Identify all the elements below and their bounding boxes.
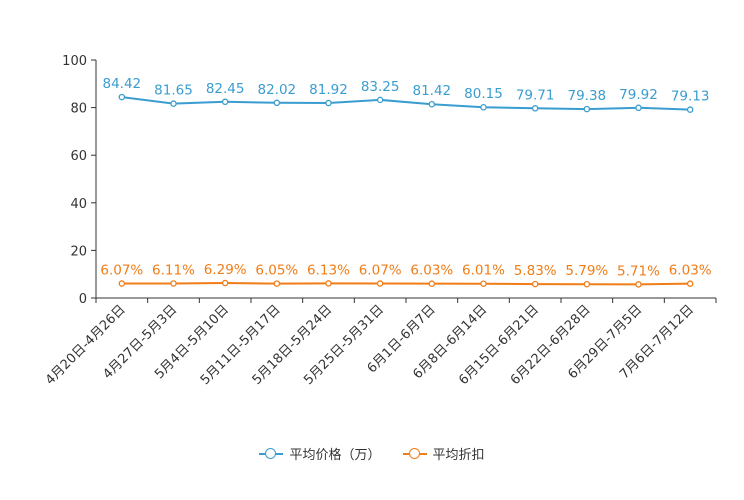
data-point xyxy=(531,280,539,288)
legend-price-marker xyxy=(259,447,284,460)
data-label: 82.02 xyxy=(258,82,297,98)
data-point xyxy=(376,280,384,287)
y-tick-label: 80 xyxy=(70,102,87,117)
data-label: 79.38 xyxy=(568,88,607,104)
data-point xyxy=(273,280,281,287)
data-point xyxy=(686,106,694,113)
legend-item-discount[interactable]: 平均折扣 xyxy=(402,444,485,463)
data-point xyxy=(170,280,177,287)
data-point xyxy=(583,105,591,113)
data-label: 81.65 xyxy=(154,83,193,99)
data-label: 81.42 xyxy=(413,83,452,99)
legend: 平均价格（万） 平均折扣 xyxy=(0,444,744,463)
data-point xyxy=(170,100,177,107)
data-label: 82.45 xyxy=(206,81,245,97)
data-label: 6.03% xyxy=(410,263,453,279)
data-point xyxy=(635,104,642,112)
data-point xyxy=(686,280,694,287)
y-tick-label: 40 xyxy=(70,197,87,212)
data-label: 79.13 xyxy=(671,89,710,105)
data-label: 6.07% xyxy=(359,263,402,279)
legend-price-label: 平均价格（万） xyxy=(289,448,381,463)
data-point xyxy=(428,100,436,108)
data-label: 81.92 xyxy=(309,82,348,98)
data-point xyxy=(221,98,229,106)
data-point xyxy=(635,281,642,288)
data-point xyxy=(118,280,126,287)
legend-item-price[interactable]: 平均价格（万） xyxy=(259,444,381,463)
data-point xyxy=(221,279,229,287)
data-point xyxy=(325,280,332,287)
data-point xyxy=(480,103,487,111)
data-point xyxy=(583,280,591,288)
legend-discount-label: 平均折扣 xyxy=(432,448,485,463)
y-tick-label: 60 xyxy=(70,149,87,164)
data-point xyxy=(480,280,487,287)
data-label: 5.71% xyxy=(617,263,660,279)
data-point xyxy=(531,105,539,112)
data-point xyxy=(118,93,126,101)
data-label: 79.71 xyxy=(516,87,555,103)
data-label: 6.11% xyxy=(152,262,195,278)
y-tick-label: 100 xyxy=(62,54,87,69)
data-label: 5.79% xyxy=(565,263,608,279)
data-label: 6.29% xyxy=(204,262,247,278)
data-label: 6.05% xyxy=(255,263,298,279)
series-line-1 xyxy=(121,282,691,286)
data-point xyxy=(325,99,332,107)
legend-discount-marker xyxy=(402,447,427,460)
series-line-0 xyxy=(121,96,691,111)
data-label: 80.15 xyxy=(464,86,503,102)
data-label: 79.92 xyxy=(619,87,658,103)
data-label: 6.03% xyxy=(669,263,712,279)
data-label: 5.83% xyxy=(514,263,557,279)
data-point xyxy=(273,99,281,107)
y-tick-label: 20 xyxy=(70,244,87,259)
data-label: 84.42 xyxy=(103,76,142,92)
data-label: 83.25 xyxy=(361,79,400,95)
data-point xyxy=(428,280,436,287)
data-point xyxy=(376,96,384,104)
y-tick-label: 0 xyxy=(79,292,87,307)
data-label: 6.07% xyxy=(100,263,143,279)
data-label: 6.01% xyxy=(462,263,505,279)
data-label: 6.13% xyxy=(307,262,350,278)
